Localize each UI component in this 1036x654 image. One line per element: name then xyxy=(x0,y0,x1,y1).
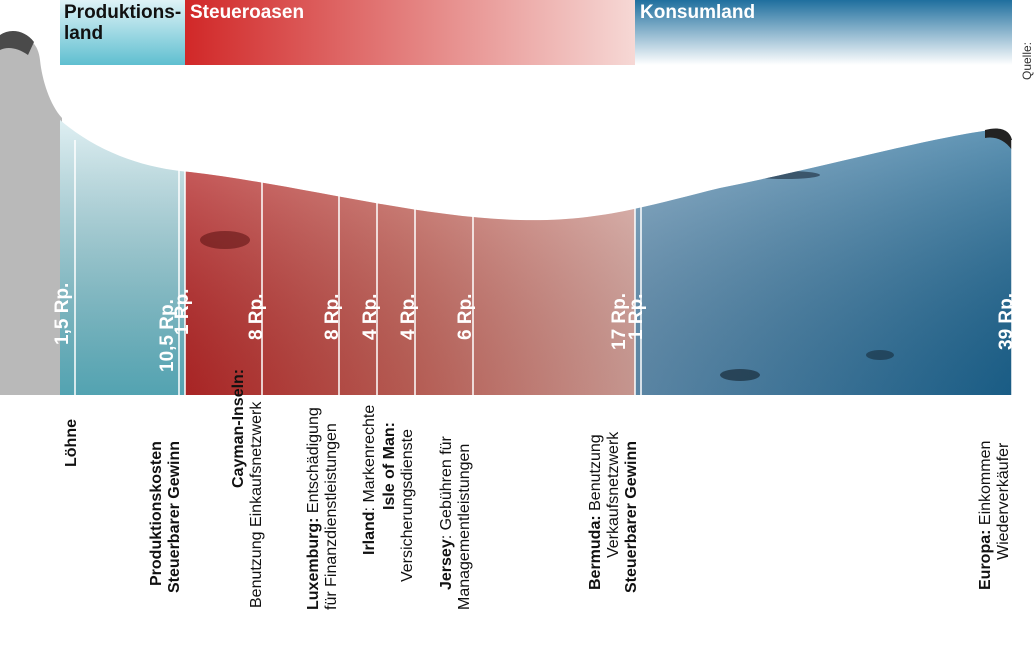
banana-illustration xyxy=(0,0,1013,400)
segment-label-steuerbarer-gewinn-1: Steuerbarer Gewinn xyxy=(166,440,183,593)
value-label: 39 Rp. xyxy=(996,292,1017,350)
segment-label-luxemburg-detail: für Finanzdienstleistungen xyxy=(323,423,340,610)
segment-dividers xyxy=(74,140,1013,400)
banana-tip xyxy=(985,128,1012,150)
segment-label-jersey-detail: Managementleistungen xyxy=(456,443,473,610)
banana-spot xyxy=(750,171,820,179)
segment-label-steuerbarer-gewinn-2: Steuerbarer Gewinn xyxy=(623,440,640,593)
banana-spot xyxy=(720,369,760,381)
segment-label-cayman-detail: Benutzung Einkaufsnetzwerk xyxy=(248,401,265,608)
value-label: 4 Rp. xyxy=(398,293,419,340)
banana-spot xyxy=(200,231,250,249)
banana-stem xyxy=(0,35,62,395)
value-label: 1 Rp. xyxy=(172,288,193,335)
segment-label-luxemburg: Luxemburg: Entschädigung xyxy=(305,407,322,610)
segment-label-cayman: Cayman-Inseln: xyxy=(230,368,247,488)
band-consumer-header xyxy=(635,0,1012,65)
value-label: 8 Rp. xyxy=(322,293,343,340)
header-tax-havens: Steueroasen xyxy=(190,2,305,23)
segment-label-loehne: Löhne xyxy=(63,419,80,467)
segment-label-europa-detail: Wiederverkäufer xyxy=(995,442,1012,560)
band-tax-header xyxy=(185,0,635,65)
header-consumer: Konsumland xyxy=(640,2,756,23)
segment-label-produktionskosten: Produktionskosten xyxy=(148,441,165,586)
segment-label-bermuda-detail: Verkaufsnetzwerk xyxy=(605,431,622,558)
source-credit: Quelle: Guardian xyxy=(1020,30,1036,80)
value-label: 8 Rp. xyxy=(246,293,267,340)
segment-label-isle-of-man-detail: Versicherungsdienste xyxy=(399,429,416,582)
value-label: 1,5 Rp. xyxy=(52,282,73,345)
segment-label-jersey: Jersey: Gebühren für xyxy=(438,436,455,590)
value-label: 1 Rp. xyxy=(626,293,647,340)
segment-label-isle-of-man: Isle of Man: xyxy=(381,421,398,510)
segment-label-europa: Europa: Einkommen xyxy=(977,440,994,590)
banana-stem-tip xyxy=(0,30,34,55)
segment-label-irland: Irland: Markenrechte xyxy=(361,404,378,555)
segment-label-bermuda: Bermuda: Benutzung xyxy=(587,434,604,590)
value-label: 4 Rp. xyxy=(360,293,381,340)
header-production: Produktions- land xyxy=(64,2,182,44)
band-production-header xyxy=(60,0,185,65)
banana-spot xyxy=(866,350,894,360)
value-label: 6 Rp. xyxy=(455,293,476,340)
